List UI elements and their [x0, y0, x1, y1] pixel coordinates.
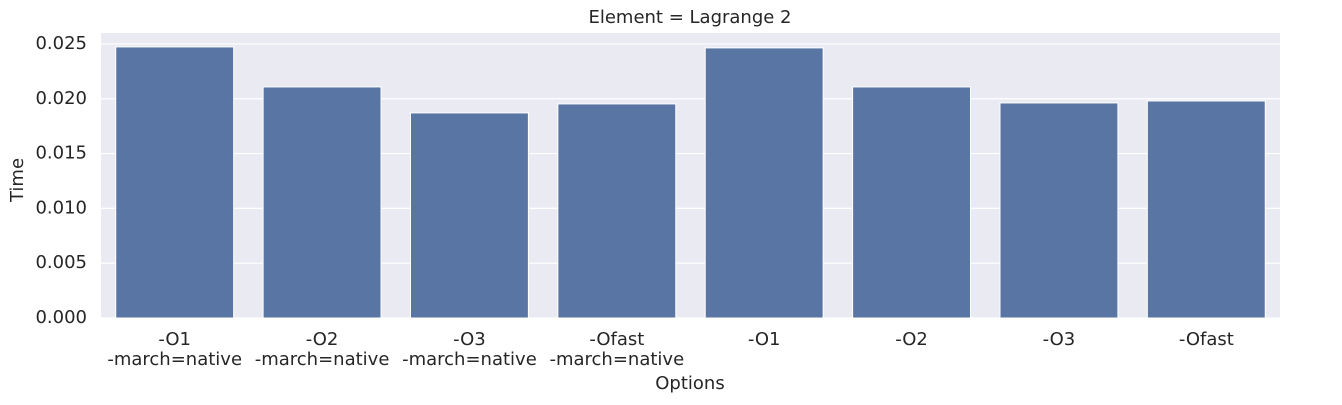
y-tick-label: 0.010 — [35, 197, 87, 218]
bar — [852, 86, 972, 319]
bar — [262, 86, 382, 319]
bar — [115, 46, 235, 319]
y-tick-label: 0.015 — [35, 143, 87, 164]
bar — [999, 102, 1119, 319]
y-tick-label: 0.020 — [35, 88, 87, 109]
y-axis-label: Time — [7, 158, 28, 203]
bar — [409, 112, 529, 319]
y-tick-label: 0.025 — [35, 33, 87, 54]
y-tick-label: 0.005 — [35, 252, 87, 273]
x-tick-label: -O3 — [1042, 329, 1076, 350]
x-tick-label: -O2 -march=native — [254, 329, 390, 370]
x-tick-label: -O2 — [895, 329, 928, 350]
x-axis-label: Options — [655, 373, 724, 394]
x-tick-label: -Ofast -march=native — [549, 329, 685, 370]
y-tick-label: 0.000 — [35, 307, 87, 328]
bar — [704, 47, 824, 319]
bar — [1146, 100, 1266, 319]
chart-title: Element = Lagrange 2 — [588, 7, 791, 28]
x-tick-label: -Ofast — [1178, 329, 1234, 350]
bar — [557, 103, 677, 319]
x-tick-label: -O3 -march=native — [402, 329, 537, 370]
x-tick-label: -O1 — [747, 329, 781, 350]
x-tick-label: -O1 -march=native — [107, 329, 243, 370]
